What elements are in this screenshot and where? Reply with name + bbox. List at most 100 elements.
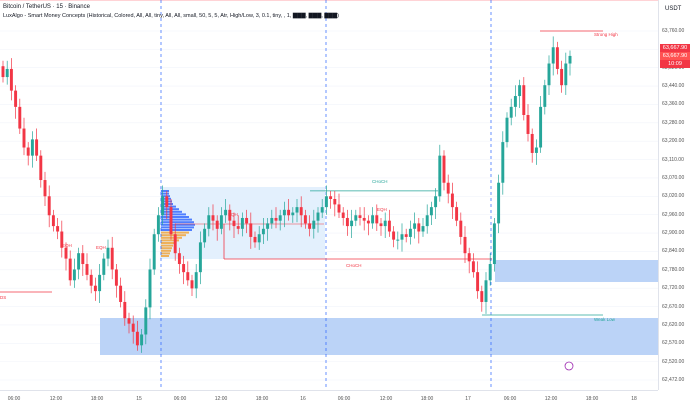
currency-label: USDT	[665, 6, 682, 12]
candle-body	[261, 228, 265, 235]
candle-body	[282, 209, 286, 216]
volume-profile-bar	[161, 221, 194, 224]
eqh-label: EQH	[62, 243, 72, 248]
indicator-legend[interactable]: LuxAlgo - Smart Money Concepts (Historic…	[3, 13, 339, 19]
candle-body	[362, 217, 366, 221]
candle-body	[488, 264, 492, 281]
candle-body	[333, 198, 337, 205]
candle-body	[135, 331, 139, 346]
candle-body	[9, 68, 13, 91]
candle-body	[89, 274, 93, 286]
candle-body	[530, 133, 534, 153]
price-tick-label: 62,900.00	[662, 230, 685, 237]
demand-zone-bottom	[100, 318, 658, 355]
volume-profile-bar	[161, 244, 173, 247]
time-tick-label: 06:00	[173, 396, 187, 402]
bar-countdown-badge: 10:09	[660, 60, 690, 68]
candle-body	[5, 68, 9, 78]
candle-body	[114, 269, 118, 286]
candle-body	[303, 215, 307, 224]
candle-body	[467, 253, 471, 262]
candle-body	[35, 139, 39, 156]
candle-body	[152, 234, 156, 270]
candle-body	[18, 106, 22, 129]
price-tick-label: 63,110.00	[662, 156, 684, 163]
choch-up-label: CHoCH	[372, 179, 388, 184]
candle-body	[404, 234, 408, 237]
candle-body	[81, 253, 85, 265]
candle-body	[375, 215, 379, 224]
ds-label: DS	[0, 295, 6, 300]
price-tick-label: 63,440.00	[662, 83, 685, 90]
candle-body	[299, 207, 303, 216]
candle-body	[463, 236, 467, 254]
candle-body	[547, 63, 551, 86]
candle-body	[211, 215, 215, 221]
candle-body	[358, 215, 362, 218]
candle-body	[194, 272, 198, 289]
candle-body	[43, 180, 47, 197]
candle-body	[253, 236, 257, 243]
candle-body	[366, 220, 370, 224]
time-tick-label: 06:00	[7, 396, 21, 402]
volume-profile-bar	[161, 249, 171, 252]
candle-body	[30, 139, 34, 156]
price-tick-label: 62,840.00	[662, 248, 685, 255]
candle-body	[350, 220, 354, 227]
symbol-title[interactable]: Bitcoin / TetherUS · 15 · Binance	[3, 4, 90, 10]
candle-body	[425, 215, 429, 227]
candle-body	[509, 106, 513, 118]
volume-profile-bar	[161, 195, 170, 198]
candle-body	[501, 142, 505, 183]
chart-pane[interactable]: CHoCH CHoCH Strong High Weak Low DS EQH EQH EQH…	[0, 0, 658, 390]
candle-body	[110, 247, 114, 270]
price-tick-label: 62,780.00	[662, 266, 685, 273]
price-axis[interactable]: USDT 63,760.0063,600.0063,520.0063,440.0…	[658, 0, 690, 390]
candle-body	[345, 217, 349, 227]
candle-body	[484, 280, 488, 302]
volume-profile-bar	[161, 255, 169, 257]
eqh-label: EQH	[96, 245, 106, 250]
time-tick-label: 16	[300, 396, 306, 402]
volume-profile-bar	[161, 223, 195, 226]
candle-body	[308, 223, 312, 229]
eqh-label: EQH	[377, 207, 387, 212]
time-axis[interactable]: 06:00 12:00 18:00 15 06:00 12:00 18:00 16 06:00 1…	[0, 390, 658, 410]
candle-body	[190, 280, 194, 289]
volume-profile-bar	[161, 252, 170, 255]
time-tick-label: 12:00	[544, 396, 558, 402]
candle-body	[106, 247, 110, 259]
candle-body	[387, 220, 391, 232]
price-chart[interactable]: CHoCH CHoCH Strong High Weak Low DS EQH EQH EQH…	[0, 0, 658, 390]
candle-body	[186, 272, 190, 281]
candle-body	[459, 220, 463, 237]
candle-body	[148, 269, 152, 308]
candle-body	[316, 212, 320, 221]
candle-body	[207, 215, 211, 229]
time-tick-label: 18	[631, 396, 637, 402]
candle-body	[127, 318, 131, 324]
top-border	[0, 0, 690, 1]
candle-body	[68, 258, 72, 281]
candle-body	[47, 196, 51, 216]
candle-body	[564, 63, 568, 86]
price-tick-label: 63,360.00	[662, 101, 685, 108]
price-tick-label: 62,520.00	[662, 358, 685, 365]
candle-body	[471, 261, 475, 273]
candle-body	[26, 147, 30, 156]
candle-body	[518, 85, 522, 97]
candle-body	[22, 128, 26, 148]
candle-body	[39, 155, 43, 181]
candle-body	[140, 334, 144, 346]
candle-body	[551, 47, 555, 64]
candle-body	[555, 47, 559, 69]
candle-body	[266, 223, 270, 229]
volume-profile-bar	[161, 234, 186, 237]
candle-body	[492, 223, 496, 265]
candle-body	[161, 196, 165, 216]
candle-body	[215, 220, 219, 229]
candle-body	[320, 207, 324, 213]
price-tick-label: 63,760.00	[662, 28, 685, 34]
candle-body	[270, 217, 274, 224]
